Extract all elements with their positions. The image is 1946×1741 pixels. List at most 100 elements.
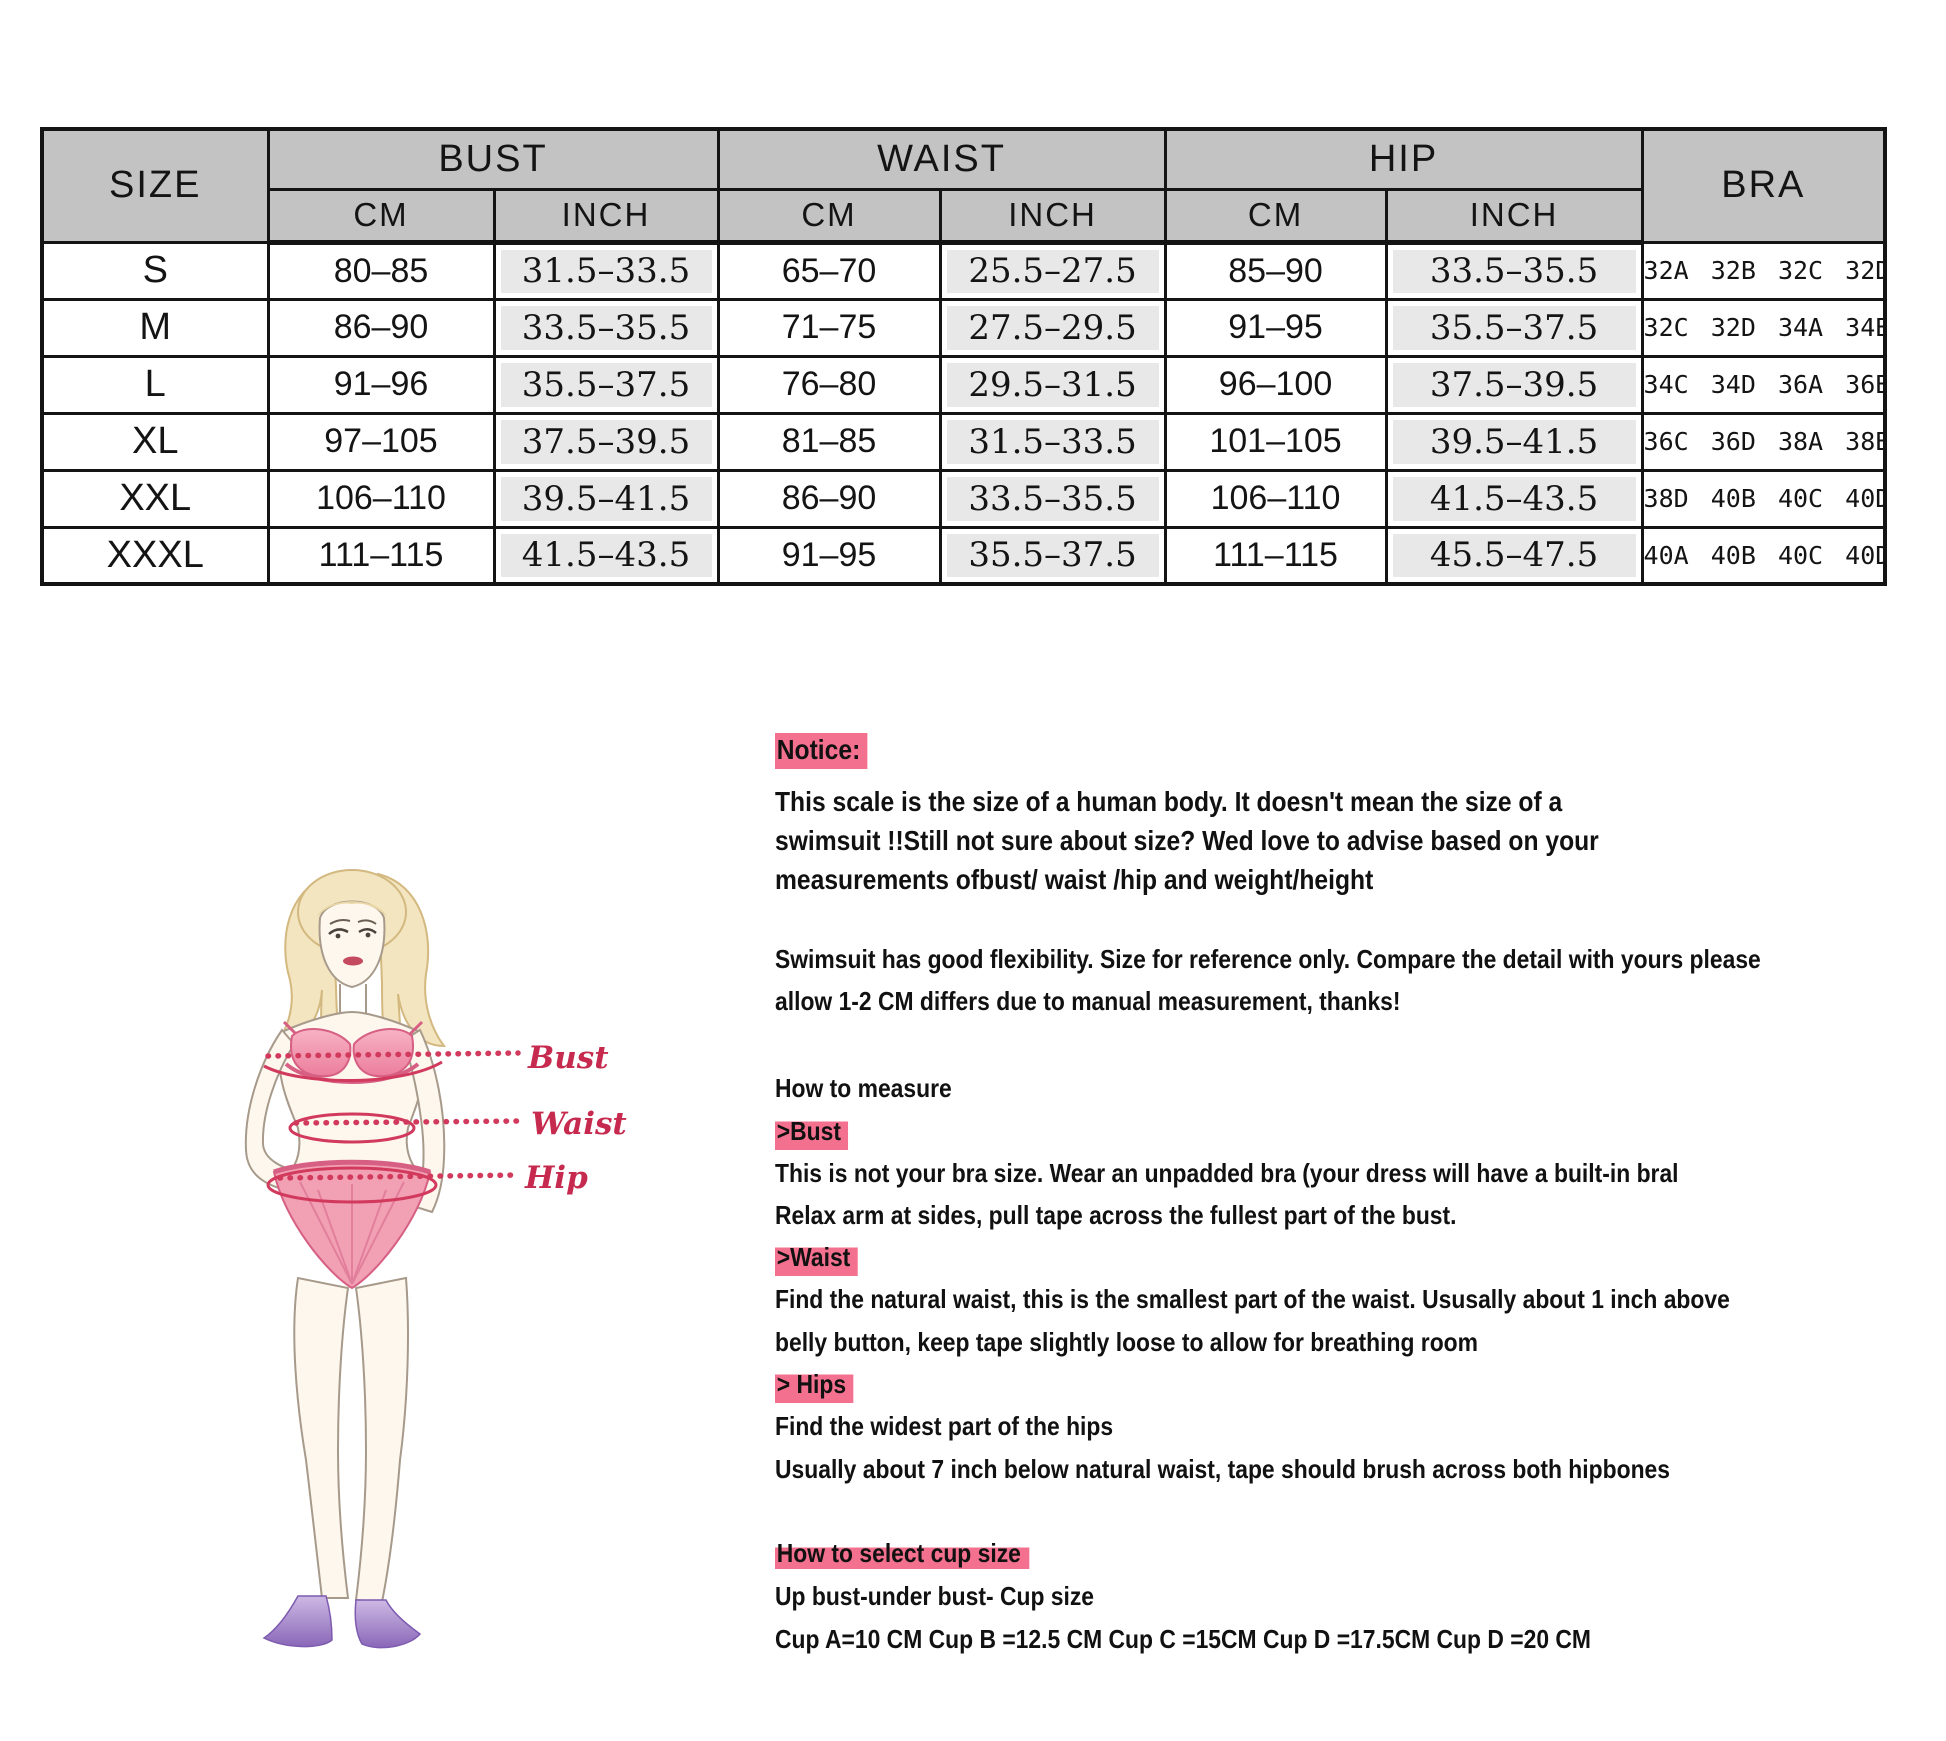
bust-cm: 80–85 <box>266 240 496 301</box>
size-table: SIZE BUST WAIST HIP BRA CM INCH CM INCH … <box>40 127 1888 586</box>
bust-cm: 91–96 <box>266 354 496 415</box>
bust-inch: 35.5–37.5 <box>492 354 720 415</box>
bust-highlight: >Bust <box>775 1115 849 1150</box>
flex-note-line-2: allow 1-2 CM differs due to manual measu… <box>775 986 1401 1016</box>
col-header-bra: BRA <box>1640 127 1887 244</box>
hips-section-line-2: Usually about 7 inch below natural waist… <box>775 1454 1671 1484</box>
bust-section-line-1: This is not your bra size. Wear an unpad… <box>775 1158 1679 1188</box>
waist-inch: 31.5–33.5 <box>938 411 1167 472</box>
waist-section-line-1: Find the natural waist, this is the smal… <box>775 1284 1730 1314</box>
subheader-waist-cm: CM <box>716 187 942 245</box>
bust-section-line-2: Relax arm at sides, pull tape across the… <box>775 1200 1457 1230</box>
col-header-hip: HIP <box>1163 127 1644 191</box>
bra-sizes: 32A 32B 32C 32D <box>1640 240 1887 301</box>
notice-line-3: measurements ofbust/ waist /hip and weig… <box>775 864 1374 895</box>
waist-inch: 25.5–27.5 <box>938 240 1167 301</box>
bust-cm: 97–105 <box>266 411 496 472</box>
waist-highlight: >Waist <box>775 1241 858 1276</box>
bra-sizes: 36C 36D 38A 38B <box>1640 411 1887 472</box>
waist-cm: 81–85 <box>716 411 942 472</box>
hip-cm: 91–95 <box>1163 297 1388 358</box>
bra-sizes: 32C 32D 34A 34B <box>1640 297 1887 358</box>
waist-cm: 71–75 <box>716 297 942 358</box>
cup-size-line-1: Up bust-under bust- Cup size <box>775 1581 1095 1611</box>
table-row-xl: XL 97–105 37.5–39.5 81–85 31.5–33.5 101–… <box>40 411 1887 472</box>
cup-size-line-2: Cup A=10 CM Cup B =12.5 CM Cup C =15CM C… <box>775 1624 1591 1654</box>
hip-cm: 101–105 <box>1163 411 1388 472</box>
cup-size-heading: How to select cup size <box>775 1537 1030 1572</box>
col-header-waist: WAIST <box>716 127 1167 191</box>
subheader-hip-cm: CM <box>1163 187 1388 245</box>
notice-heading: Notice: <box>775 733 868 769</box>
bra-sizes: 34C 34D 36A 36B <box>1640 354 1887 415</box>
figure-face <box>317 900 387 1014</box>
hip-cm: 85–90 <box>1163 240 1388 301</box>
waist-inch: 35.5–37.5 <box>938 525 1167 586</box>
table-row-s: S 80–85 31.5–33.5 65–70 25.5–27.5 85–90 … <box>40 240 1887 301</box>
hip-inch: 35.5–37.5 <box>1384 297 1644 358</box>
cup-size-highlight: How to select cup size <box>775 1537 1030 1572</box>
waist-section-line-2: belly button, keep tape slightly loose t… <box>775 1327 1478 1357</box>
waist-cm: 91–95 <box>716 525 942 586</box>
waist-section-heading: >Waist <box>775 1241 858 1276</box>
hips-section-heading: > Hips <box>775 1368 854 1403</box>
hip-inch: 45.5–47.5 <box>1384 525 1644 586</box>
bust-inch: 39.5–41.5 <box>492 468 720 529</box>
subheader-hip-inch: INCH <box>1384 187 1644 245</box>
table-row-m: M 86–90 33.5–35.5 71–75 27.5–29.5 91–95 … <box>40 297 1887 358</box>
subheader-bust-cm: CM <box>266 187 496 245</box>
notice-line-1: This scale is the size of a human body. … <box>775 786 1563 817</box>
bust-label: Bust <box>528 1040 609 1076</box>
bust-inch: 33.5–35.5 <box>492 297 720 358</box>
hip-inch: 37.5–39.5 <box>1384 354 1644 415</box>
waist-inch: 29.5–31.5 <box>938 354 1167 415</box>
bust-inch: 31.5–33.5 <box>492 240 720 301</box>
hips-section-line-1: Find the widest part of the hips <box>775 1411 1114 1441</box>
waist-cm: 65–70 <box>716 240 942 301</box>
flex-note-line-1: Swimsuit has good flexibility. Size for … <box>775 944 1761 974</box>
how-to-measure-heading: How to measure <box>775 1073 952 1103</box>
bust-cm: 111–115 <box>266 525 496 586</box>
notice-line-2: swimsuit !!Still not sure about size? We… <box>775 825 1599 856</box>
bust-inch: 37.5–39.5 <box>492 411 720 472</box>
waist-inch: 27.5–29.5 <box>938 297 1167 358</box>
size-value: XL <box>40 411 270 472</box>
bust-cm: 86–90 <box>266 297 496 358</box>
figure-bikini <box>272 1159 432 1290</box>
hip-inch: 33.5–35.5 <box>1384 240 1644 301</box>
bust-section-heading: >Bust <box>775 1115 849 1150</box>
waist-cm: 76–80 <box>716 354 942 415</box>
hip-cm: 106–110 <box>1163 468 1388 529</box>
size-value: M <box>40 297 270 358</box>
size-value: S <box>40 240 270 301</box>
hips-highlight: > Hips <box>775 1368 854 1403</box>
table-row-xxxl: XXXL 111–115 41.5–43.5 91–95 35.5–37.5 1… <box>40 525 1887 586</box>
table-row-l: L 91–96 35.5–37.5 76–80 29.5–31.5 96–100… <box>40 354 1887 415</box>
size-value: XXXL <box>40 525 270 586</box>
hip-cm: 96–100 <box>1163 354 1388 415</box>
hip-cm: 111–115 <box>1163 525 1388 586</box>
size-value: L <box>40 354 270 415</box>
subheader-bust-inch: INCH <box>492 187 720 245</box>
measurement-lines <box>263 1050 523 1204</box>
hip-label: Hip <box>525 1160 588 1196</box>
figure-shoes <box>262 1595 422 1649</box>
figure-legs <box>293 1276 409 1604</box>
waist-cm: 86–90 <box>716 468 942 529</box>
hip-inch: 39.5–41.5 <box>1384 411 1644 472</box>
subheader-waist-inch: INCH <box>938 187 1167 245</box>
table-row-xxl: XXL 106–110 39.5–41.5 86–90 33.5–35.5 10… <box>40 468 1887 529</box>
col-header-bust: BUST <box>266 127 720 191</box>
size-value: XXL <box>40 468 270 529</box>
bust-inch: 41.5–43.5 <box>492 525 720 586</box>
notice-highlight: Notice: <box>775 733 868 769</box>
col-header-size: SIZE <box>40 127 270 244</box>
figure-illustration <box>244 869 523 1649</box>
bust-cm: 106–110 <box>266 468 496 529</box>
hip-inch: 41.5–43.5 <box>1384 468 1644 529</box>
waist-label: Waist <box>531 1106 627 1142</box>
bra-sizes: 38D 40B 40C 40D <box>1640 468 1887 529</box>
bra-sizes: 40A 40B 40C 40D <box>1640 525 1887 586</box>
waist-inch: 33.5–35.5 <box>938 468 1167 529</box>
